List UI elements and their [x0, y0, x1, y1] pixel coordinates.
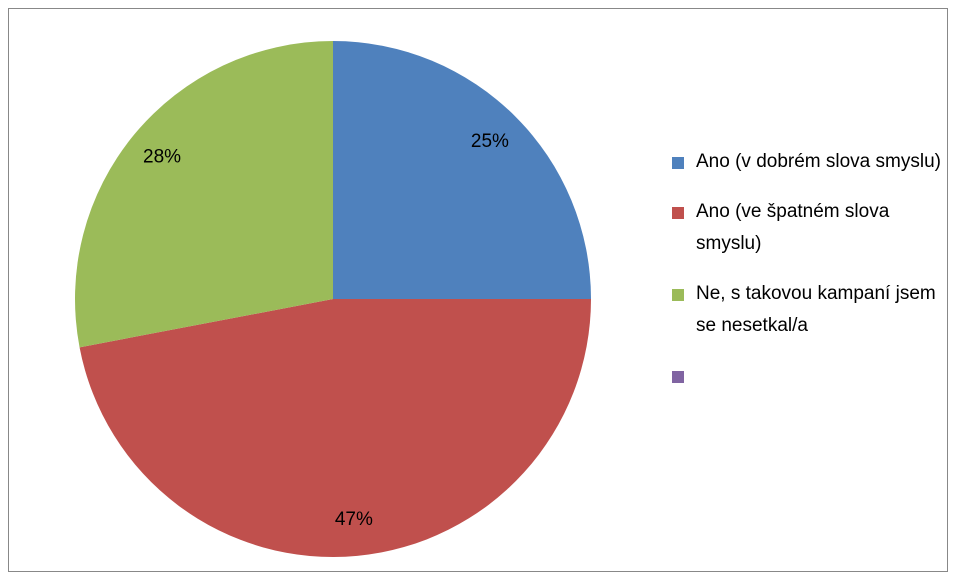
legend-entry [672, 360, 942, 392]
data-label: 47% [335, 509, 373, 530]
pie-slice [333, 41, 591, 299]
legend: Ano (v dobrém slova smyslu) Ano (ve špatn… [672, 146, 942, 410]
legend-label: Ano (v dobrém slova smyslu) [696, 151, 941, 172]
data-label: 28% [143, 147, 181, 168]
legend-entry: Ano (v dobrém slova smyslu) [672, 146, 942, 178]
legend-swatch [672, 157, 684, 169]
legend-label: Ne, s takovou kampaní jsem se nesetkal/a [696, 283, 936, 336]
pie-slice [79, 299, 592, 557]
legend-label: Ano (ve špatném slova smyslu) [696, 201, 890, 254]
legend-swatch [672, 289, 684, 301]
data-label: 25% [471, 131, 509, 152]
legend-entry: Ne, s takovou kampaní jsem se nesetkal/a [672, 278, 942, 342]
legend-entry: Ano (ve špatném slova smyslu) [672, 196, 942, 260]
legend-swatch [672, 371, 684, 383]
pie-slice [74, 41, 333, 348]
legend-swatch [672, 207, 684, 219]
